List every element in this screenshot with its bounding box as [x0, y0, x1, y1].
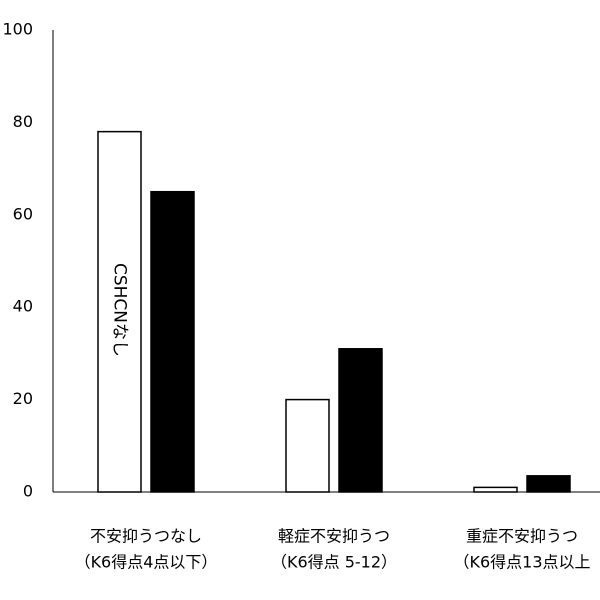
bar: [338, 348, 383, 493]
x-tick-label: 重症不安抑うつ: [466, 527, 578, 546]
x-tick-label: 軽症不安抑うつ: [278, 527, 390, 546]
x-tick-label: （K6得点4点以下）: [75, 553, 218, 572]
bar: [97, 130, 142, 493]
y-tick-label: 20: [13, 389, 33, 408]
x-tick-label: （K6得点13点以上: [453, 553, 590, 572]
bar: [150, 190, 195, 493]
bar: [526, 475, 571, 493]
x-tick-label: 不安抑うつなし: [90, 527, 202, 546]
y-tick-label: 60: [13, 204, 33, 223]
y-tick-label: 0: [23, 482, 33, 501]
bar: [285, 398, 330, 493]
bar: [473, 486, 518, 493]
y-tick-label: 80: [13, 112, 33, 131]
series-label: CSHCNなし: [110, 263, 130, 357]
y-tick-label: 40: [13, 297, 33, 316]
series-label: CSHCNあり: [163, 263, 183, 357]
x-tick-label: （K6得点 5-12）: [271, 553, 397, 572]
y-tick-label: 100: [2, 20, 33, 39]
